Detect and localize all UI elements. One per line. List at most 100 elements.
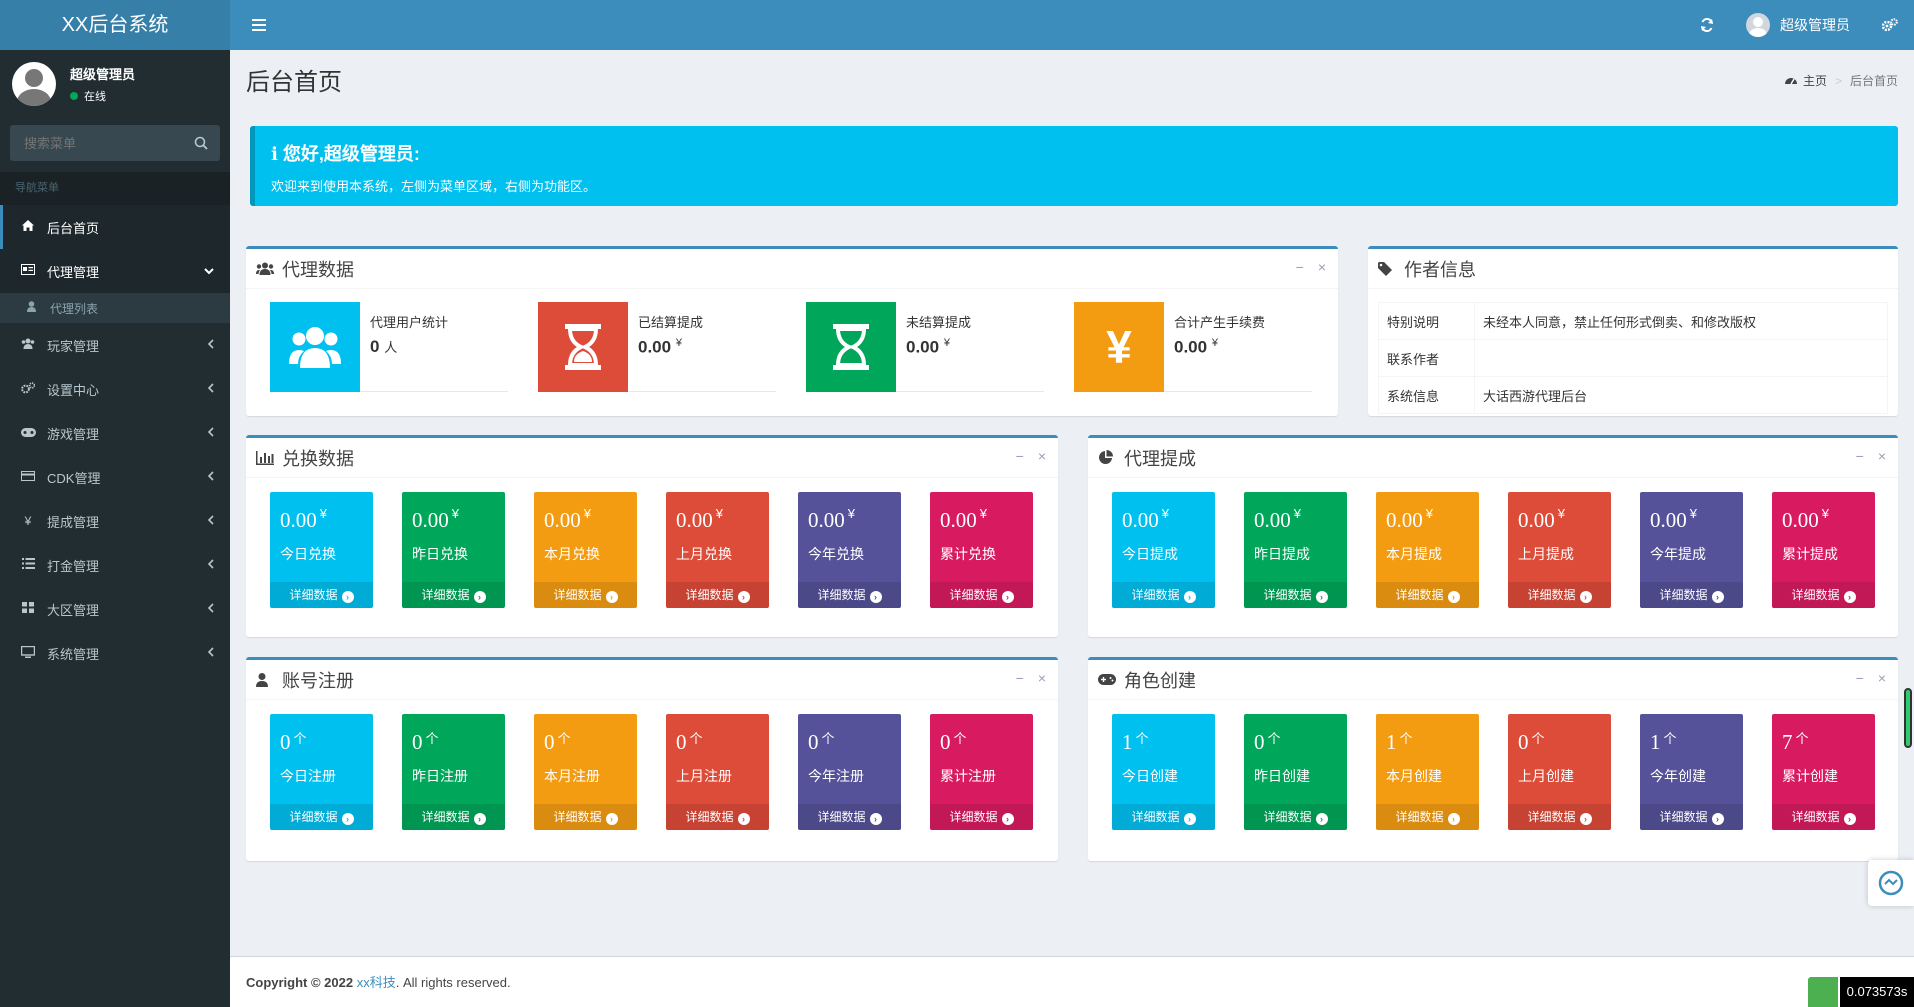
- app-logo[interactable]: XX后台系统: [0, 0, 230, 50]
- author-info-table: 特别说明 未经本人同意，禁止任何形式倒卖、和修改版权 联系作者 系统信息 大话西…: [1378, 302, 1888, 414]
- details-link[interactable]: 详细数据 ›: [1508, 582, 1611, 608]
- details-link[interactable]: 详细数据 ›: [1772, 582, 1875, 608]
- info-box-unit: 人: [384, 340, 398, 355]
- stat-card: 1 个本月创建 详细数据 ›: [1376, 714, 1479, 830]
- search-input[interactable]: [10, 125, 180, 161]
- sidebar-toggle-icon[interactable]: [244, 0, 274, 50]
- details-link[interactable]: 详细数据 ›: [1112, 804, 1215, 830]
- desktop-icon: [19, 645, 37, 661]
- account-register-box: 账号注册 − × 0 个今日注册 详细数据 › 0 个昨日注册 详细数据 › 0 个本月注册 详细数…: [246, 657, 1058, 861]
- details-link[interactable]: 详细数据 ›: [666, 804, 769, 830]
- page-footer: Copyright © 2022 xx科技. All rights reserv…: [230, 956, 1914, 1007]
- box-title: 兑换数据: [282, 448, 354, 469]
- details-link[interactable]: 详细数据 ›: [402, 582, 505, 608]
- details-link[interactable]: 详细数据 ›: [798, 804, 901, 830]
- stat-card-number: 0.00: [940, 508, 977, 532]
- stat-card-label: 本月注册: [544, 768, 600, 784]
- sidebar-item-home[interactable]: 后台首页: [0, 205, 230, 249]
- minus-icon[interactable]: −: [1015, 670, 1024, 686]
- details-link[interactable]: 详细数据 ›: [1640, 804, 1743, 830]
- close-icon[interactable]: ×: [1877, 670, 1886, 686]
- close-icon[interactable]: ×: [1037, 448, 1046, 464]
- details-link[interactable]: 详细数据 ›: [930, 804, 1033, 830]
- agent-commission-box: 代理提成 − × 0.00 ¥ 今日提成 详细数据 › 0.00 ¥ 昨日提成 详细数据 › 0.0…: [1088, 435, 1898, 637]
- stat-card-label: 昨日创建: [1254, 768, 1310, 784]
- stat-card-unit: 个: [1399, 731, 1413, 746]
- users-icon: [19, 338, 37, 352]
- details-link[interactable]: 详细数据 ›: [1376, 804, 1479, 830]
- user-menu[interactable]: 超级管理员: [1730, 0, 1866, 50]
- sidebar-item-cdk-management[interactable]: CDK管理: [0, 455, 230, 499]
- users-icon: [270, 302, 360, 392]
- stat-card-label: 上月提成: [1518, 546, 1574, 562]
- details-link[interactable]: 详细数据 ›: [270, 582, 373, 608]
- details-link[interactable]: 详细数据 ›: [1640, 582, 1743, 608]
- details-link[interactable]: 详细数据 ›: [534, 582, 637, 608]
- details-link-label: 详细数据: [1791, 810, 1840, 824]
- sidebar-item-system-management[interactable]: 系统管理: [0, 631, 230, 675]
- refresh-icon[interactable]: [1684, 0, 1730, 50]
- info-box-unit: ¥: [1211, 337, 1218, 349]
- details-link[interactable]: 详细数据 ›: [1772, 804, 1875, 830]
- sidebar-item-gold-management[interactable]: 打金管理: [0, 543, 230, 587]
- arrow-circle-right-icon: ›: [1447, 813, 1460, 825]
- assistant-widget-icon[interactable]: [1868, 860, 1914, 906]
- close-icon[interactable]: ×: [1317, 259, 1326, 275]
- sidebar-item-label: 打金管理: [47, 558, 100, 574]
- minus-icon[interactable]: −: [1855, 670, 1864, 686]
- details-link[interactable]: 详细数据 ›: [930, 582, 1033, 608]
- gears-icon: [19, 381, 37, 397]
- sidebar-item-settings-center[interactable]: 设置中心: [0, 367, 230, 411]
- breadcrumb-home[interactable]: 主页: [1802, 74, 1827, 88]
- chevron-left-icon: [207, 470, 214, 484]
- box-header: 作者信息: [1368, 249, 1898, 289]
- minus-icon[interactable]: −: [1015, 448, 1024, 464]
- sidebar-item-player-management[interactable]: 玩家管理: [0, 323, 230, 367]
- gamepad-icon: [19, 426, 37, 440]
- stat-card-unit: ¥: [1161, 506, 1169, 521]
- sidebar-item-region-management[interactable]: 大区管理: [0, 587, 230, 631]
- scroll-indicator[interactable]: [1904, 688, 1912, 748]
- user-panel: 超级管理员 在线: [0, 50, 230, 122]
- sidebar-item-game-management[interactable]: 游戏管理: [0, 411, 230, 455]
- chevron-left-icon: [207, 646, 214, 660]
- stat-card-number: 0.00: [280, 508, 317, 532]
- details-link[interactable]: 详细数据 ›: [1508, 804, 1611, 830]
- minus-icon[interactable]: −: [1295, 259, 1304, 275]
- stat-card-unit: ¥: [979, 506, 987, 521]
- stat-card: 0.00 ¥ 累计提成 详细数据 ›: [1772, 492, 1875, 608]
- close-icon[interactable]: ×: [1037, 670, 1046, 686]
- chevron-left-icon: [207, 602, 214, 616]
- stat-card-number: 0.00: [808, 508, 845, 532]
- details-link[interactable]: 详细数据 ›: [270, 804, 373, 830]
- details-link[interactable]: 详细数据 ›: [1376, 582, 1479, 608]
- minus-icon[interactable]: −: [1855, 448, 1864, 464]
- footer-company-link[interactable]: xx科技: [356, 975, 396, 990]
- render-timer: 0.073573s: [1840, 977, 1914, 1007]
- details-link[interactable]: 详细数据 ›: [798, 582, 901, 608]
- sidebar: 超级管理员 在线 导航菜单 后台首页 代理管理 代理列表: [0, 50, 230, 1007]
- search-icon[interactable]: [194, 136, 208, 150]
- stat-card-unit: 个: [1531, 731, 1545, 746]
- debug-logo-icon[interactable]: [1808, 977, 1838, 1007]
- sidebar-item-agent-management[interactable]: 代理管理: [0, 249, 230, 293]
- details-link[interactable]: 详细数据 ›: [666, 582, 769, 608]
- table-cell-key: 特别说明: [1378, 302, 1475, 340]
- info-box-content: 合计产生手续费 0.00 ¥: [1164, 302, 1275, 391]
- stat-card-label: 今日创建: [1122, 768, 1178, 784]
- info-box-label: 代理用户统计: [370, 315, 449, 330]
- footer-rights: . All rights reserved.: [395, 975, 511, 990]
- close-icon[interactable]: ×: [1877, 448, 1886, 464]
- details-link[interactable]: 详细数据 ›: [1244, 804, 1347, 830]
- details-link[interactable]: 详细数据 ›: [1244, 582, 1347, 608]
- sidebar-subitem-agent-list[interactable]: 代理列表: [0, 293, 230, 323]
- stat-card-value: 0.00 ¥: [1782, 506, 1829, 533]
- stat-card-label: 今日提成: [1122, 546, 1178, 562]
- breadcrumb-separator: >: [1834, 73, 1842, 88]
- settings-gears-icon[interactable]: [1866, 0, 1914, 50]
- details-link[interactable]: 详细数据 ›: [534, 804, 637, 830]
- sidebar-item-commission-management[interactable]: ¥ 提成管理: [0, 499, 230, 543]
- chevron-down-icon: [204, 264, 214, 278]
- details-link[interactable]: 详细数据 ›: [402, 804, 505, 830]
- details-link[interactable]: 详细数据 ›: [1112, 582, 1215, 608]
